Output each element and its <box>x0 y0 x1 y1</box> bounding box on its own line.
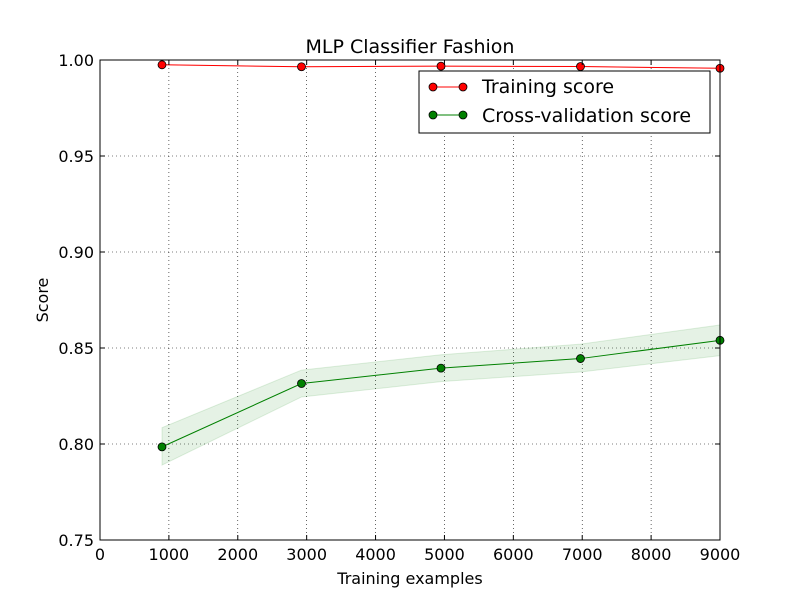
legend-marker-training <box>458 82 468 92</box>
x-tick-label: 3000 <box>286 545 327 564</box>
x-tick-label: 8000 <box>631 545 672 564</box>
y-tick-label: 0.85 <box>58 339 94 358</box>
legend-marker-training <box>428 82 438 92</box>
data-point-cv <box>297 379 306 388</box>
x-tick-label: 5000 <box>424 545 465 564</box>
x-tick-label: 2000 <box>217 545 258 564</box>
data-point-cv <box>157 442 167 452</box>
y-tick-label: 0.75 <box>58 531 94 550</box>
x-tick-label: 6000 <box>493 545 534 564</box>
x-tick-label: 1000 <box>149 545 190 564</box>
chart-title: MLP Classifier Fashion <box>306 36 515 58</box>
legend-label-cv: Cross-validation score <box>482 105 691 127</box>
x-tick-label: 4000 <box>355 545 396 564</box>
legend-label-training: Training score <box>481 76 614 98</box>
legend-marker-cv <box>428 110 438 120</box>
data-point-training <box>436 61 446 71</box>
data-point-cv <box>436 363 446 373</box>
legend-marker-cv <box>458 110 468 120</box>
series-lines <box>157 60 725 452</box>
data-point-training <box>297 62 306 72</box>
x-tick-label: 7000 <box>562 545 603 564</box>
x-axis-label: Training examples <box>336 569 482 588</box>
data-point-cv <box>576 354 585 363</box>
axis-ticks: 0 1000 2000 3000 4000 5000 6000 7000 8000 9000 0.7… <box>58 51 740 564</box>
legend: Training score Cross-validation score <box>418 70 711 134</box>
y-axis-label: Score <box>33 278 52 323</box>
x-tick-label: 0 <box>95 545 105 564</box>
y-tick-label: 1.00 <box>58 51 94 70</box>
plot-frame <box>99 59 721 541</box>
legend-box <box>418 70 711 134</box>
y-tick-label: 0.90 <box>58 243 94 262</box>
data-point-training <box>157 60 167 70</box>
grid-lines <box>100 60 720 540</box>
y-tick-label: 0.95 <box>58 147 94 166</box>
data-point-training <box>576 62 585 71</box>
y-tick-label: 0.80 <box>58 435 94 454</box>
x-tick-label: 9000 <box>700 545 741 564</box>
